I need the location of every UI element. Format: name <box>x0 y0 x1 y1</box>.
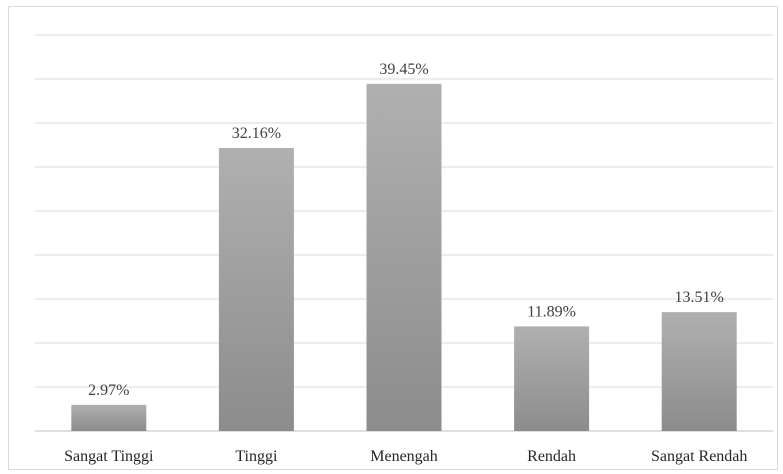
chart-frame: 2.97% 32.16% 39.45% 11.89% 13.51% Sangat Tin… <box>8 6 778 470</box>
x-tick-label: Rendah <box>527 448 576 465</box>
data-label: 39.45% <box>379 61 428 78</box>
x-tick-label: Tinggi <box>235 448 278 465</box>
bar-sangat-rendah <box>661 312 737 431</box>
data-label: 11.89% <box>527 303 576 320</box>
data-label: 32.16% <box>232 125 281 142</box>
x-tick-label: Menengah <box>370 448 438 465</box>
x-tick-labels: Sangat Tinggi Tinggi Menengah Rendah Sangat … <box>64 448 747 465</box>
data-label: 2.97% <box>88 382 129 399</box>
bar-sangat-tinggi <box>71 404 147 431</box>
bar-rendah <box>514 326 590 431</box>
data-label: 13.51% <box>675 289 724 306</box>
bar-menengah <box>366 83 442 431</box>
x-tick-label: Sangat Rendah <box>651 448 747 465</box>
x-tick-label: Sangat Tinggi <box>64 448 154 465</box>
bar-chart: 2.97% 32.16% 39.45% 11.89% 13.51% Sangat Tin… <box>35 34 773 465</box>
bars <box>71 83 737 431</box>
data-labels: 2.97% 32.16% 39.45% 11.89% 13.51% <box>88 61 724 399</box>
bar-tinggi <box>218 147 294 431</box>
